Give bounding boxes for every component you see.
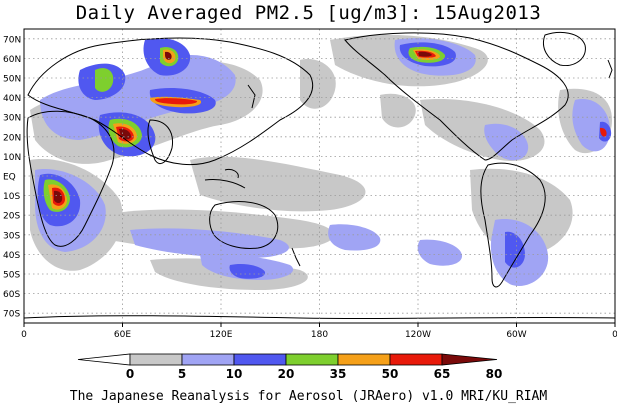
- colorbar-lower-arrow: [77, 353, 131, 366]
- lat-label: 50S: [3, 271, 20, 281]
- map-title: Daily Averaged PM2.5 [ug/m3]: 15Aug2013: [75, 2, 542, 24]
- antarctica-outline: [24, 315, 615, 320]
- india-outline: [147, 119, 174, 164]
- lat-label: 70N: [3, 35, 21, 45]
- lat-label: 20N: [3, 133, 21, 143]
- indonesia-outline: [204, 169, 246, 189]
- lat-label: EQ: [3, 173, 16, 183]
- lat-label: 40N: [3, 94, 21, 104]
- north-america-outline: [344, 32, 569, 161]
- colorbar-segment: [129, 353, 183, 366]
- colorbar-segment: [337, 353, 391, 366]
- lat-label: 10N: [3, 153, 21, 163]
- new-zealand-outline: [291, 247, 301, 267]
- colorbar-label: 0: [126, 367, 134, 381]
- lon-label: 60E: [114, 330, 131, 340]
- eurasia-outline: [27, 37, 314, 165]
- lon-label: 120W: [405, 330, 431, 340]
- coastlines: [24, 32, 615, 320]
- lon-label: 0: [612, 330, 617, 340]
- colorbar-label: 65: [434, 367, 451, 381]
- lon-label: 60W: [506, 330, 526, 340]
- south-america-outline: [480, 162, 546, 288]
- australia-outline: [209, 201, 279, 249]
- lat-label: 20S: [3, 212, 20, 222]
- lat-label: 60N: [3, 55, 21, 65]
- colorbar-segment: [233, 353, 287, 366]
- latitude-labels: 70N 60N 50N 40N 30N 20N 10N EQ 10S 20S 30S 40S 50S 60…: [3, 35, 21, 319]
- colorbar-segment: [285, 353, 339, 366]
- colorbar-label: 50: [382, 367, 399, 381]
- lat-label: 50N: [3, 75, 21, 85]
- footer-credit: The Japanese Reanalysis for Aerosol (JRA…: [69, 389, 548, 404]
- greenland-outline: [543, 32, 586, 67]
- colorbar-label: 35: [330, 367, 347, 381]
- lat-label: 40S: [3, 251, 20, 261]
- colorbar: 0 5 10 20 35 50 65 80: [77, 353, 503, 381]
- colorbar-label: 5: [178, 367, 186, 381]
- lon-label: 120E: [210, 330, 233, 340]
- lat-label: 10S: [3, 192, 20, 202]
- colorbar-segment: [181, 353, 235, 366]
- colorbar-label: 80: [486, 367, 503, 381]
- lat-label: 30S: [3, 231, 20, 241]
- colorbar-upper-arrow: [441, 353, 498, 366]
- colorbar-label: 10: [226, 367, 243, 381]
- lon-label: 180: [311, 330, 328, 340]
- japan-outline: [247, 84, 256, 109]
- colorbar-label: 20: [278, 367, 295, 381]
- lat-label: 30N: [3, 114, 21, 124]
- lon-label: 0: [21, 330, 27, 340]
- colorbar-segment: [389, 353, 443, 366]
- lat-label: 60S: [3, 290, 20, 300]
- uk-outline: [607, 59, 613, 79]
- lat-label: 70S: [3, 310, 20, 320]
- longitude-labels: 0 60E 120E 180 120W 60W 0: [21, 323, 617, 340]
